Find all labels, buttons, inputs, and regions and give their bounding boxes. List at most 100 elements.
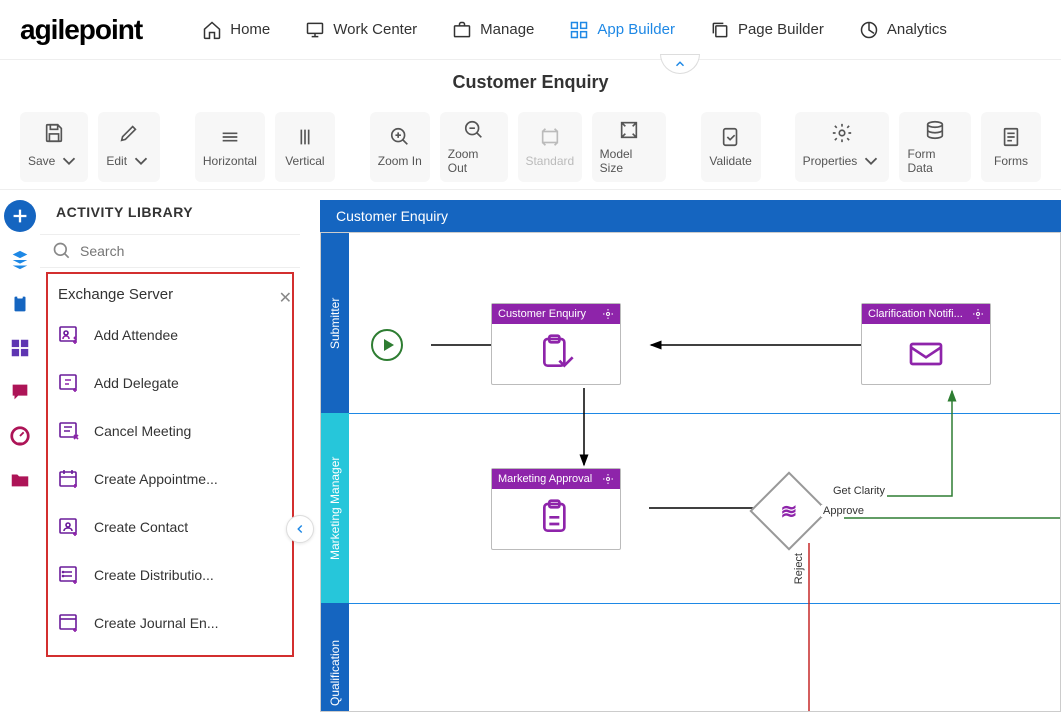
horizontal-icon	[219, 126, 241, 148]
node-title: Marketing Approval	[498, 473, 592, 485]
vertical-button[interactable]: Vertical	[275, 112, 335, 182]
lib-item-create-journal[interactable]: Create Journal En...	[48, 599, 292, 647]
monitor-icon	[305, 20, 325, 40]
canvas[interactable]: Submitter Marketing Manager Qualificatio…	[320, 232, 1061, 712]
start-node[interactable]	[371, 329, 403, 361]
gear-icon[interactable]	[972, 308, 984, 320]
zoom-in-label: Zoom In	[378, 154, 422, 168]
lib-item-add-attendee[interactable]: Add Attendee	[48, 311, 292, 359]
appointment-icon	[58, 467, 82, 491]
model-size-icon	[618, 119, 640, 141]
nav-app-builder-label: App Builder	[597, 21, 675, 38]
horizontal-label: Horizontal	[203, 154, 257, 168]
analytics-icon	[859, 20, 879, 40]
node-customer-enquiry[interactable]: Customer Enquiry	[491, 303, 621, 385]
sidebar: ACTIVITY LIBRARY ✕ Exchange Server Add A…	[40, 190, 300, 716]
lane-qualification[interactable]: Qualification	[321, 603, 349, 712]
rail-gauge-button[interactable]	[4, 420, 36, 452]
lib-item-label: Add Delegate	[94, 375, 179, 391]
main-area: ACTIVITY LIBRARY ✕ Exchange Server Add A…	[0, 190, 1061, 716]
edit-icon	[118, 122, 140, 144]
edge-label-approve: Approve	[821, 505, 866, 517]
library-panel: Exchange Server Add Attendee Add Delegat…	[46, 272, 294, 657]
form-data-button[interactable]: Form Data	[899, 112, 971, 182]
mail-icon	[906, 334, 946, 374]
save-label: Save	[28, 154, 55, 168]
copy-icon	[710, 20, 730, 40]
chevron-down-icon	[860, 150, 882, 172]
node-title: Customer Enquiry	[498, 308, 586, 320]
page-title: Customer Enquiry	[0, 60, 1061, 105]
nav-work-center-label: Work Center	[333, 21, 417, 38]
lib-item-create-appointment[interactable]: Create Appointme...	[48, 455, 292, 503]
forms-button[interactable]: Forms	[981, 112, 1041, 182]
edge-label-get-clarity: Get Clarity	[831, 485, 887, 497]
save-button[interactable]: Save	[20, 112, 88, 182]
nav-home[interactable]: Home	[202, 20, 270, 40]
validate-button[interactable]: Validate	[701, 112, 761, 182]
chevron-down-icon	[130, 150, 152, 172]
forms-label: Forms	[994, 154, 1028, 168]
lib-item-cancel-meeting[interactable]: Cancel Meeting	[48, 407, 292, 455]
validate-icon	[720, 126, 742, 148]
properties-button[interactable]: Properties	[795, 112, 889, 182]
rail-add-button[interactable]	[4, 200, 36, 232]
nav-analytics[interactable]: Analytics	[859, 20, 947, 40]
lib-item-create-distribution[interactable]: Create Distributio...	[48, 551, 292, 599]
edge-label-reject: Reject	[791, 553, 807, 584]
clipboard-icon	[536, 499, 576, 539]
gateway-node[interactable]: ≋	[749, 471, 828, 550]
standard-button[interactable]: Standard	[518, 112, 582, 182]
rail-clipboard-button[interactable]	[4, 288, 36, 320]
chevron-down-icon	[58, 150, 80, 172]
zoom-out-button[interactable]: Zoom Out	[440, 112, 508, 182]
node-clarification[interactable]: Clarification Notifi...	[861, 303, 991, 385]
lib-item-add-delegate[interactable]: Add Delegate	[48, 359, 292, 407]
grid-icon	[9, 337, 31, 359]
search-row	[40, 234, 300, 268]
model-size-label: Model Size	[600, 147, 658, 175]
plus-icon	[9, 205, 31, 227]
node-marketing-approval[interactable]: Marketing Approval	[491, 468, 621, 550]
chevron-left-icon	[293, 522, 307, 536]
gateway-icon: ≋	[781, 498, 798, 523]
gear-icon[interactable]	[602, 473, 614, 485]
rail-exchange-button[interactable]	[4, 244, 36, 276]
chat-icon	[9, 381, 31, 403]
zoom-in-icon	[389, 126, 411, 148]
lane-submitter[interactable]: Submitter	[321, 233, 349, 413]
horizontal-button[interactable]: Horizontal	[195, 112, 265, 182]
lib-item-create-contact[interactable]: Create Contact	[48, 503, 292, 551]
lane-marketing[interactable]: Marketing Manager	[321, 413, 349, 603]
rail-grid-button[interactable]	[4, 332, 36, 364]
nav-analytics-label: Analytics	[887, 21, 947, 38]
lib-item-label: Add Attendee	[94, 327, 178, 343]
search-icon	[52, 241, 72, 261]
nav-app-builder[interactable]: App Builder	[569, 20, 675, 40]
sidebar-collapse-button[interactable]	[286, 515, 314, 543]
apps-icon	[569, 20, 589, 40]
standard-icon	[539, 126, 561, 148]
library-section-header[interactable]: Exchange Server	[48, 278, 292, 311]
canvas-wrap: Customer Enquiry Submitter Marketing Man…	[300, 190, 1061, 716]
edit-button[interactable]: Edit	[98, 112, 160, 182]
briefcase-icon	[452, 20, 472, 40]
model-size-button[interactable]: Model Size	[592, 112, 666, 182]
search-input[interactable]	[80, 243, 288, 259]
nav-page-builder[interactable]: Page Builder	[710, 20, 824, 40]
rail-folder-button[interactable]	[4, 464, 36, 496]
nav-manage[interactable]: Manage	[452, 20, 534, 40]
nav-work-center[interactable]: Work Center	[305, 20, 417, 40]
gear-icon	[831, 122, 853, 144]
lane-separator	[349, 603, 1060, 604]
form-check-icon	[536, 334, 576, 374]
gear-icon[interactable]	[602, 308, 614, 320]
journal-icon	[58, 611, 82, 635]
save-icon	[43, 122, 65, 144]
node-body	[492, 324, 620, 384]
close-icon[interactable]: ✕	[279, 288, 292, 308]
zoom-in-button[interactable]: Zoom In	[370, 112, 430, 182]
vertical-icon	[294, 126, 316, 148]
node-body	[492, 489, 620, 549]
rail-chat-button[interactable]	[4, 376, 36, 408]
